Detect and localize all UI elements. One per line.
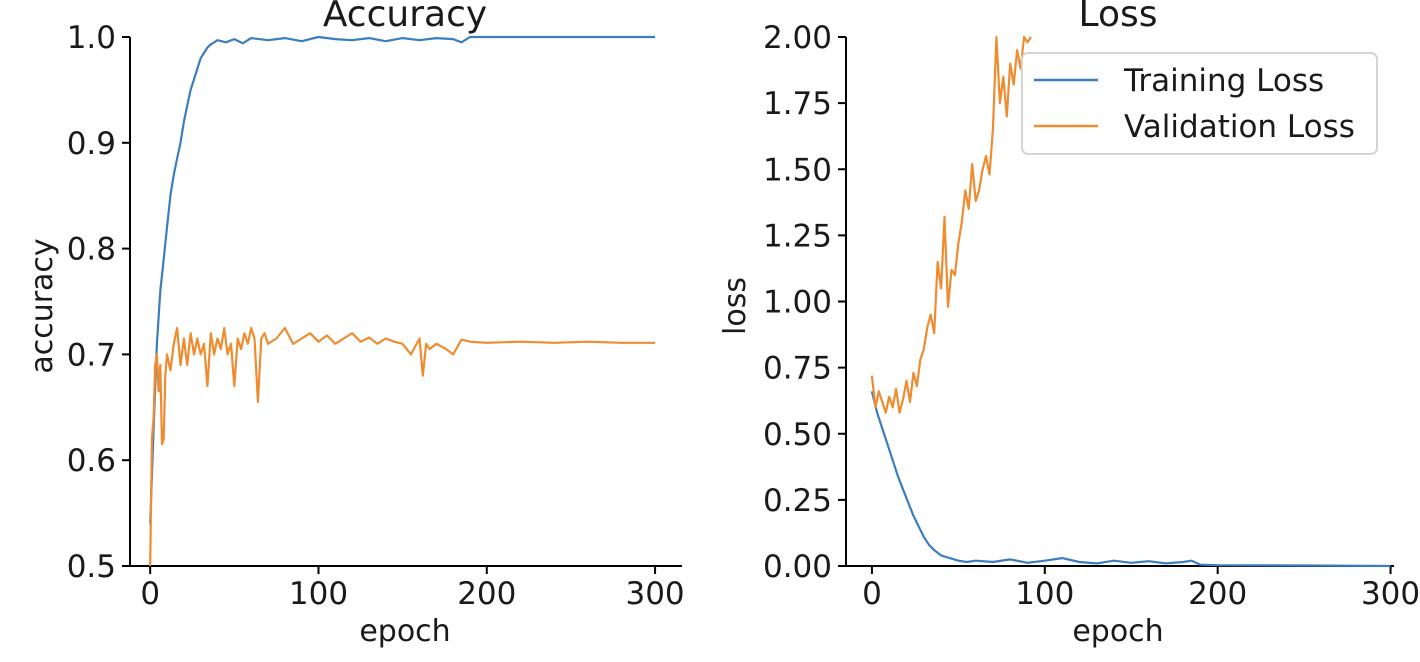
legend-box (1021, 52, 1378, 155)
accuracy-y-tick-label: 0.8 (67, 232, 116, 268)
loss-x-tick-label: 100 (1015, 576, 1074, 612)
loss-y-tick-label: 1.25 (763, 218, 832, 254)
loss-x-axis-label: epoch (1072, 614, 1163, 649)
loss-x-tick-label: 300 (1361, 576, 1420, 612)
loss-ticks: 0 100 200 300 0.00 0.25 0.50 0.75 1.00 1.25 1.50 1.… (763, 20, 1420, 612)
loss-y-tick-label: 2.00 (763, 20, 832, 56)
loss-y-axis-label: loss (718, 277, 753, 335)
accuracy-series-line-0 (149, 35, 656, 524)
accuracy-x-tick-label: 0 (140, 576, 160, 612)
loss-y-tick-label: 0.50 (763, 417, 832, 453)
loss-y-tick-label: 1.00 (763, 285, 832, 321)
accuracy-x-tick-label: 100 (289, 576, 348, 612)
loss-y-tick-label: 0.75 (763, 351, 832, 387)
accuracy-x-axis-label: epoch (359, 614, 450, 649)
loss-chart: Loss epoch loss 0 100 200 300 0.00 0.25 0.50 0.… (718, 0, 1420, 649)
accuracy-y-tick-label: 0.9 (67, 126, 116, 162)
loss-x-tick-label: 200 (1188, 576, 1247, 612)
loss-y-tick-label: 1.50 (763, 152, 832, 188)
loss-series (870, 35, 1391, 568)
loss-series-line-0 (870, 391, 1391, 568)
loss-x-tick-label: 0 (862, 576, 882, 612)
accuracy-y-axis-label: accuracy (25, 238, 60, 373)
accuracy-series-line-1 (149, 326, 656, 567)
loss-chart-title: Loss (1079, 0, 1158, 35)
accuracy-x-tick-label: 300 (625, 576, 684, 612)
accuracy-y-tick-label: 0.5 (67, 549, 116, 585)
accuracy-y-tick-label: 0.6 (67, 443, 116, 479)
accuracy-x-tick-label: 200 (457, 576, 516, 612)
accuracy-y-tick-label: 0.7 (67, 337, 116, 373)
loss-y-tick-label: 0.00 (763, 549, 832, 585)
loss-series-line-1 (870, 35, 1032, 414)
accuracy-y-tick-label: 1.0 (67, 20, 116, 56)
accuracy-chart-title: Accuracy (323, 0, 487, 35)
loss-y-tick-label: 1.75 (763, 86, 832, 122)
accuracy-series (149, 35, 656, 567)
loss-y-tick-label: 0.25 (763, 483, 832, 519)
accuracy-ticks: 0 100 200 300 0.5 0.6 0.7 0.8 0.9 1.0 (67, 20, 685, 612)
accuracy-chart: Accuracy epoch accuracy 0 100 200 300 0.5 0.6… (25, 0, 685, 649)
legend-label-validation-loss: Validation Loss (1124, 109, 1355, 145)
loss-legend: Training Loss Validation Loss (1021, 52, 1378, 155)
legend-label-training-loss: Training Loss (1123, 63, 1324, 99)
